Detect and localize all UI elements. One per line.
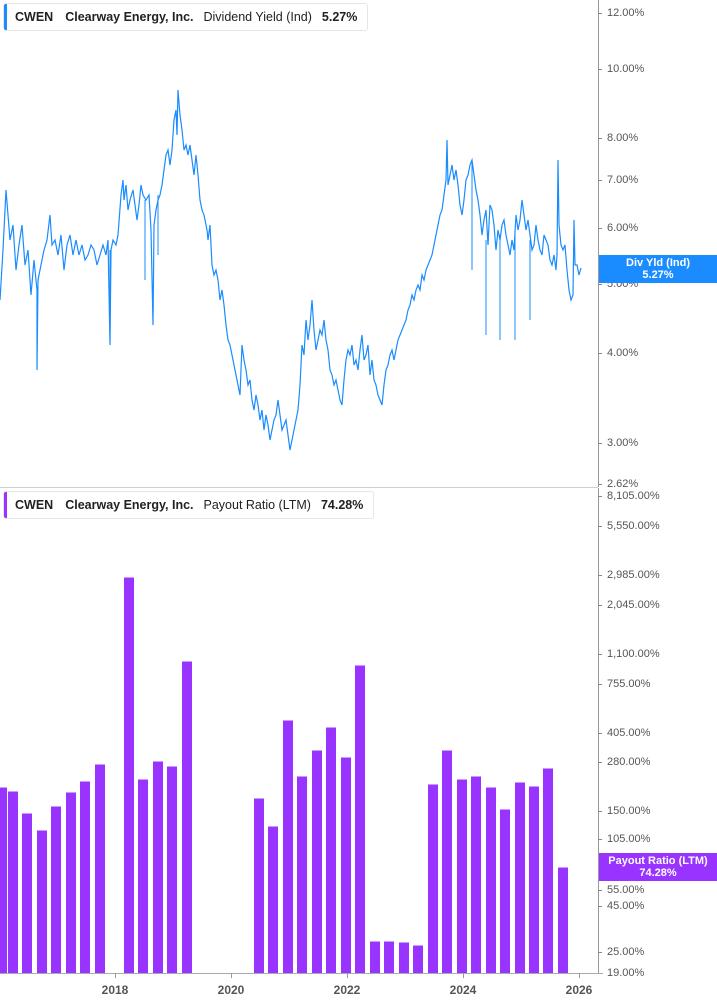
bar[interactable] bbox=[283, 720, 293, 973]
bar[interactable] bbox=[124, 577, 134, 973]
y-tick: 105.00% bbox=[598, 833, 650, 845]
last-label-value: 5.27% bbox=[642, 269, 674, 281]
bar[interactable] bbox=[182, 661, 192, 973]
legend-metric: Dividend Yield (Ind) bbox=[203, 10, 312, 24]
x-label: 2020 bbox=[217, 983, 245, 997]
last-label-value: 74.28% bbox=[639, 867, 677, 879]
legend-value: 74.28% bbox=[320, 498, 364, 512]
bar[interactable] bbox=[326, 727, 336, 973]
x-tick bbox=[579, 973, 580, 978]
bar[interactable] bbox=[95, 764, 105, 973]
y-tick: 55.00% bbox=[598, 884, 644, 896]
dividend-yield-panel bbox=[0, 0, 598, 487]
bar[interactable] bbox=[515, 782, 525, 973]
x-label: 2022 bbox=[333, 983, 361, 997]
bar[interactable] bbox=[471, 776, 481, 973]
bar[interactable] bbox=[37, 830, 47, 973]
bar[interactable] bbox=[558, 867, 568, 973]
y-tick: 2.62% bbox=[598, 478, 638, 490]
y-tick: 405.00% bbox=[598, 727, 650, 739]
bar[interactable] bbox=[355, 665, 365, 973]
y-tick: 7.00% bbox=[598, 174, 638, 186]
x-tick bbox=[115, 973, 116, 978]
bar[interactable] bbox=[138, 779, 148, 973]
payout-ratio-legend[interactable]: CWEN Clearway Energy, Inc. Payout Ratio … bbox=[3, 491, 375, 519]
y-tick: 6.00% bbox=[598, 222, 638, 234]
y-tick: 25.00% bbox=[598, 946, 644, 958]
y-tick: 2,985.00% bbox=[598, 569, 660, 581]
bar[interactable] bbox=[51, 806, 61, 973]
y-tick: 2,045.00% bbox=[598, 599, 660, 611]
y-tick: 8.00% bbox=[598, 132, 638, 144]
bar[interactable] bbox=[543, 768, 553, 973]
legend-value: 5.27% bbox=[321, 10, 358, 24]
y-tick: 150.00% bbox=[598, 805, 650, 817]
bar[interactable] bbox=[312, 750, 322, 973]
legend-company: Clearway Energy, Inc. bbox=[65, 498, 194, 512]
bar[interactable] bbox=[22, 813, 32, 973]
y-tick: 10.00% bbox=[598, 63, 644, 75]
dividend-yield-line bbox=[0, 89, 582, 451]
legend-metric: Payout Ratio (LTM) bbox=[203, 498, 311, 512]
legend-ticker: CWEN bbox=[15, 10, 54, 24]
bar[interactable] bbox=[486, 787, 496, 973]
series-color-swatch bbox=[4, 492, 7, 518]
bar[interactable] bbox=[529, 786, 539, 973]
x-tick bbox=[463, 973, 464, 978]
bar[interactable] bbox=[167, 766, 177, 973]
y-tick: 19.00% bbox=[598, 967, 644, 979]
top-y-axis-line bbox=[598, 0, 599, 487]
y-tick: 45.00% bbox=[598, 900, 644, 912]
bar[interactable] bbox=[297, 776, 307, 973]
y-tick: 1,100.00% bbox=[598, 648, 660, 660]
x-label: 2024 bbox=[449, 983, 477, 997]
x-label: 2026 bbox=[565, 983, 593, 997]
bar[interactable] bbox=[384, 941, 394, 973]
bar[interactable] bbox=[399, 942, 409, 973]
y-tick: 755.00% bbox=[598, 678, 650, 690]
bar[interactable] bbox=[442, 750, 452, 973]
last-label-title: Div Yld (Ind) bbox=[626, 257, 690, 269]
bottom-y-axis-line bbox=[598, 488, 599, 974]
y-tick: 4.00% bbox=[598, 347, 638, 359]
bar[interactable] bbox=[500, 809, 510, 973]
x-axis-line bbox=[0, 973, 603, 974]
bar[interactable] bbox=[66, 792, 76, 973]
series-color-swatch bbox=[4, 4, 7, 30]
y-tick: 3.00% bbox=[598, 437, 638, 449]
bar[interactable] bbox=[370, 941, 380, 973]
bar[interactable] bbox=[457, 779, 467, 973]
x-label: 2018 bbox=[101, 983, 129, 997]
bar[interactable] bbox=[0, 787, 7, 973]
legend-ticker: CWEN bbox=[15, 498, 54, 512]
bar[interactable] bbox=[80, 781, 90, 973]
y-tick: 8,105.00% bbox=[598, 490, 660, 502]
dividend-yield-last-value-label: Div Yld (Ind) 5.27% bbox=[599, 255, 717, 283]
bar[interactable] bbox=[268, 826, 278, 973]
legend-company: Clearway Energy, Inc. bbox=[65, 10, 194, 24]
dividend-yield-legend[interactable]: CWEN Clearway Energy, Inc. Dividend Yiel… bbox=[3, 3, 369, 31]
y-tick: 12.00% bbox=[598, 7, 644, 19]
panel-divider[interactable] bbox=[0, 487, 598, 488]
y-tick: 280.00% bbox=[598, 756, 650, 768]
bar[interactable] bbox=[413, 945, 423, 973]
bar[interactable] bbox=[153, 761, 163, 973]
payout-ratio-last-value-label: Payout Ratio (LTM) 74.28% bbox=[599, 853, 717, 881]
bar[interactable] bbox=[428, 784, 438, 973]
x-tick bbox=[347, 973, 348, 978]
bar[interactable] bbox=[341, 757, 351, 973]
bar[interactable] bbox=[254, 798, 264, 973]
y-tick: 5,550.00% bbox=[598, 520, 660, 532]
x-tick bbox=[231, 973, 232, 978]
last-label-title: Payout Ratio (LTM) bbox=[608, 855, 708, 867]
bar[interactable] bbox=[8, 791, 18, 973]
